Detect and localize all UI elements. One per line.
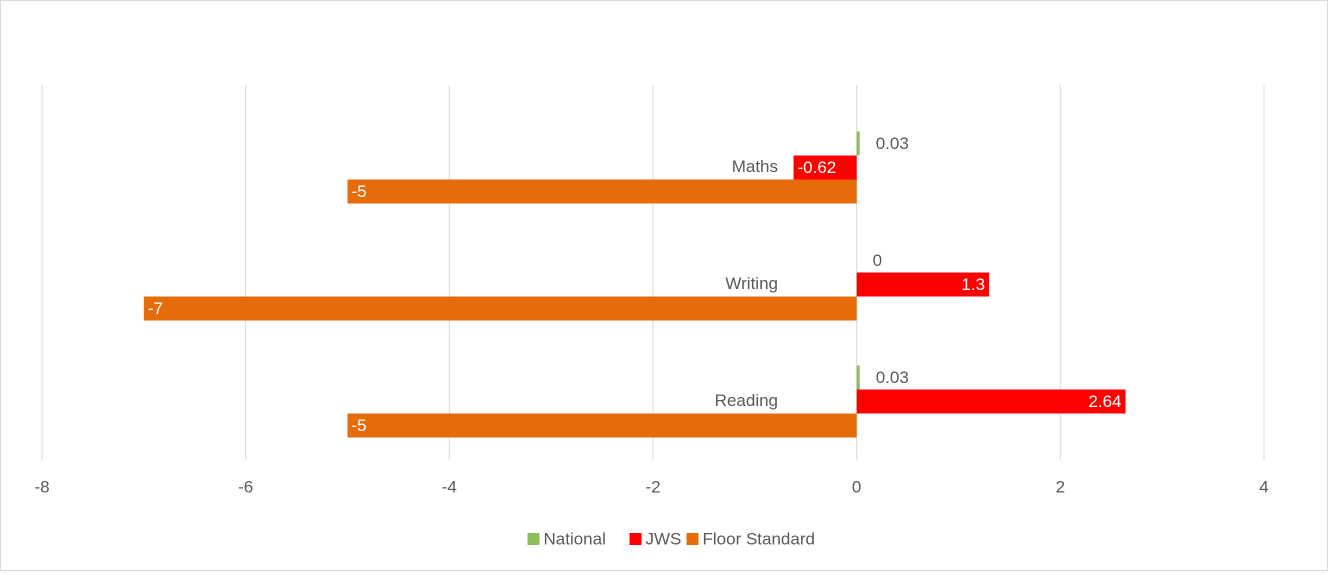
- category-label: Reading: [715, 391, 778, 410]
- x-tick-label: -6: [238, 477, 253, 496]
- bar: [347, 179, 857, 204]
- data-label: 1.3: [961, 275, 985, 294]
- category-label: Maths: [732, 157, 778, 176]
- legend-label: JWS: [646, 529, 682, 548]
- x-tick-label: -2: [645, 477, 660, 496]
- data-label: 0.03: [876, 134, 909, 153]
- legend-swatch: [686, 533, 699, 545]
- bar: [856, 272, 990, 297]
- data-label: 2.64: [1088, 392, 1121, 411]
- x-tick-label: -8: [34, 477, 49, 496]
- x-tick-label: 2: [1056, 477, 1065, 496]
- category-label: Writing: [725, 274, 778, 293]
- bar: [856, 365, 860, 390]
- legend-label: Floor Standard: [703, 529, 815, 548]
- data-label: -7: [148, 299, 163, 318]
- data-label: -0.62: [798, 158, 837, 177]
- x-tick-label: 0: [852, 477, 861, 496]
- bar: [143, 296, 857, 321]
- data-label: -5: [352, 182, 367, 201]
- legend-label: National: [544, 529, 606, 548]
- bar: [347, 413, 857, 438]
- bar: [856, 389, 1126, 414]
- bar: [793, 155, 857, 180]
- x-tick-label: 4: [1259, 477, 1268, 496]
- legend-swatch: [527, 533, 540, 545]
- x-tick-label: -4: [442, 477, 457, 496]
- data-label: -5: [352, 416, 367, 435]
- data-label: 0: [873, 251, 882, 270]
- legend-swatch: [629, 533, 642, 545]
- data-label: 0.03: [876, 368, 909, 387]
- bar: [856, 131, 860, 156]
